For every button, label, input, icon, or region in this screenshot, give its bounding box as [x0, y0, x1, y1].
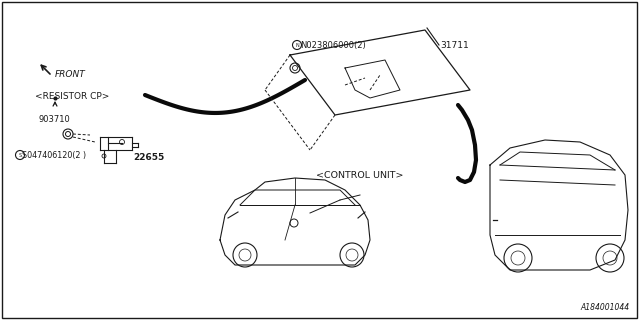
Text: 31711: 31711	[440, 41, 468, 50]
Text: S: S	[19, 153, 22, 157]
Text: S047406120(2 ): S047406120(2 )	[22, 150, 86, 159]
Text: N: N	[295, 43, 299, 47]
Text: 22655: 22655	[133, 153, 164, 162]
Text: FRONT: FRONT	[55, 70, 86, 79]
Text: 903710: 903710	[38, 115, 70, 124]
Text: A184001044: A184001044	[581, 303, 630, 312]
Text: N023806000(2): N023806000(2)	[300, 41, 365, 50]
Text: <CONTROL UNIT>: <CONTROL UNIT>	[316, 171, 404, 180]
Text: <RESISTOR CP>: <RESISTOR CP>	[35, 92, 109, 101]
